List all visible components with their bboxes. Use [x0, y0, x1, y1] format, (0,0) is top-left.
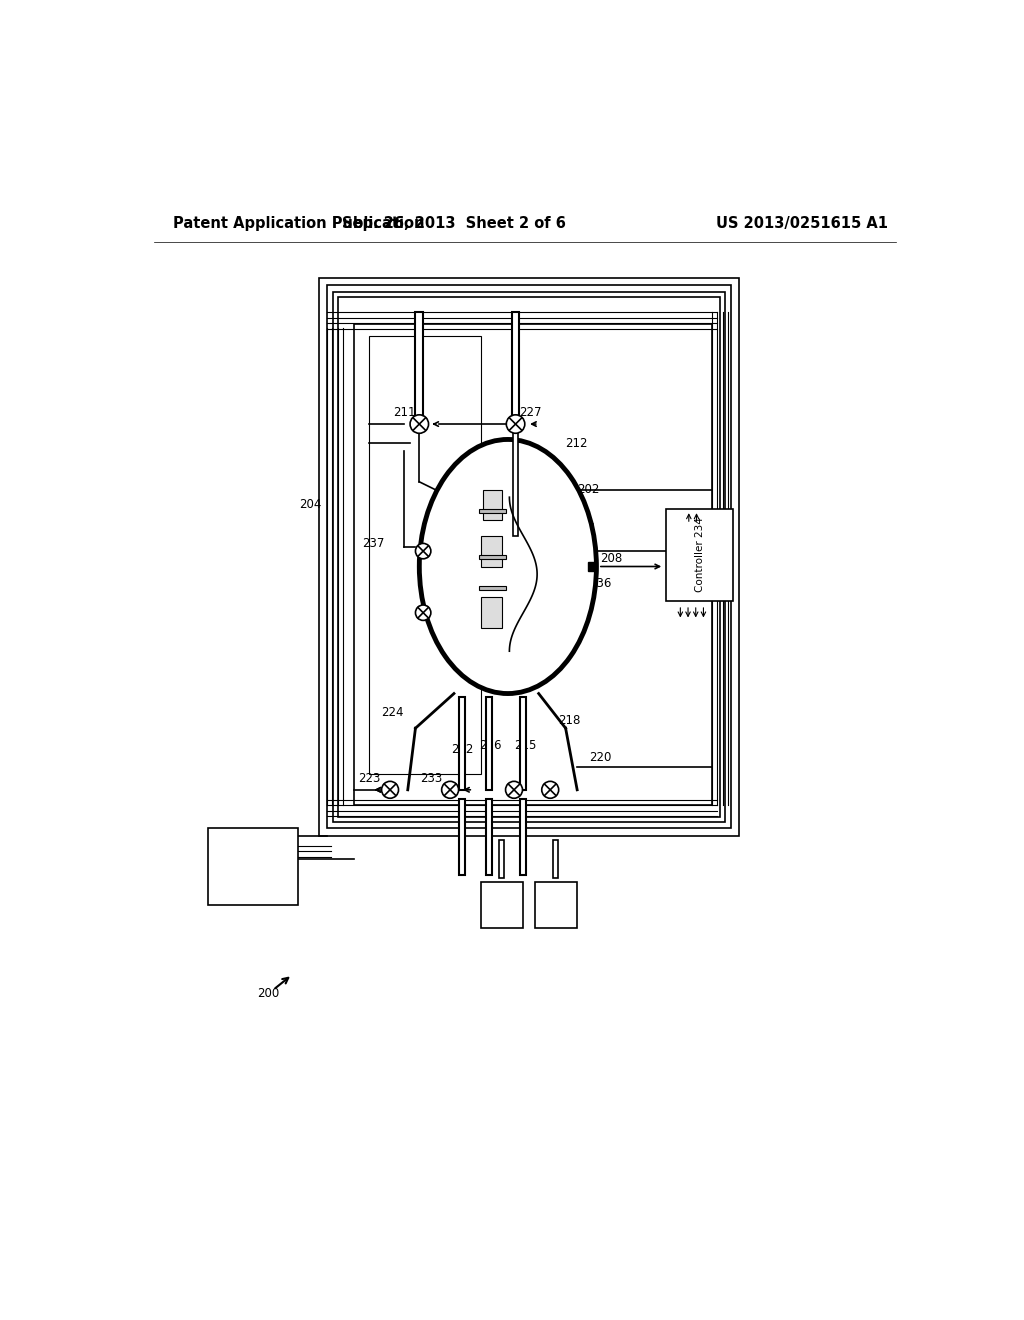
Text: 224: 224 [381, 706, 403, 719]
Bar [481, 536, 503, 566]
Bar [459, 697, 465, 789]
Circle shape [506, 414, 524, 433]
Circle shape [410, 414, 429, 433]
Bar [485, 697, 492, 789]
Text: 202: 202 [578, 483, 599, 496]
Text: 230: 230 [497, 587, 519, 601]
Text: 210: 210 [467, 475, 489, 488]
Text: 212: 212 [565, 437, 588, 450]
Bar [481, 882, 523, 928]
Bar [478, 554, 506, 558]
Bar [520, 799, 526, 875]
Text: US 2013/0251615 A1: US 2013/0251615 A1 [716, 216, 888, 231]
Bar [666, 508, 733, 601]
Circle shape [382, 781, 398, 799]
Text: 236: 236 [590, 577, 612, 590]
Text: 215: 215 [514, 739, 537, 751]
Bar [208, 829, 298, 906]
Text: 209: 209 [451, 495, 472, 508]
Text: 222: 222 [243, 869, 263, 878]
Text: 220: 220 [589, 751, 611, 764]
Bar [339, 297, 720, 817]
Text: 200: 200 [258, 987, 280, 1001]
Bar [416, 313, 423, 420]
Bar [512, 313, 519, 420]
Bar [481, 598, 503, 628]
Text: 237: 237 [362, 537, 385, 550]
Text: Controller 234: Controller 234 [694, 517, 705, 593]
Text: 227: 227 [519, 407, 542, 418]
Text: 219: 219 [546, 900, 566, 911]
Circle shape [441, 781, 459, 799]
Bar [553, 840, 558, 878]
Text: 214: 214 [573, 521, 596, 535]
Bar [370, 335, 481, 775]
Circle shape [416, 605, 431, 620]
Text: 218: 218 [558, 714, 581, 727]
Bar [354, 323, 712, 805]
Text: 206: 206 [547, 610, 568, 623]
Bar [520, 697, 526, 789]
Text: 226: 226 [497, 458, 519, 471]
Bar [333, 292, 725, 822]
Bar [588, 562, 597, 572]
Circle shape [416, 544, 431, 558]
Bar [513, 420, 518, 536]
Bar [535, 882, 578, 928]
Text: Patent Application Publication: Patent Application Publication [173, 216, 424, 231]
Text: 217: 217 [493, 900, 512, 911]
Text: 216: 216 [479, 739, 502, 751]
Bar [478, 586, 506, 590]
Text: 211: 211 [393, 407, 416, 418]
Text: 208: 208 [600, 552, 623, 565]
Bar [500, 840, 504, 878]
Bar [459, 799, 465, 875]
Text: 204: 204 [299, 499, 322, 511]
Bar [478, 508, 506, 512]
Bar [319, 277, 739, 836]
Bar [483, 490, 502, 520]
Text: 223: 223 [358, 772, 381, 785]
Circle shape [506, 781, 522, 799]
Text: Reservoir: Reservoir [228, 858, 278, 869]
Text: 233: 233 [420, 772, 442, 785]
Bar [327, 285, 731, 829]
Circle shape [542, 781, 559, 799]
Ellipse shape [419, 440, 596, 693]
Bar [485, 799, 492, 875]
Text: Sep. 26, 2013  Sheet 2 of 6: Sep. 26, 2013 Sheet 2 of 6 [342, 216, 566, 231]
Text: FIG. 2: FIG. 2 [670, 550, 729, 568]
Text: 232: 232 [451, 743, 473, 756]
